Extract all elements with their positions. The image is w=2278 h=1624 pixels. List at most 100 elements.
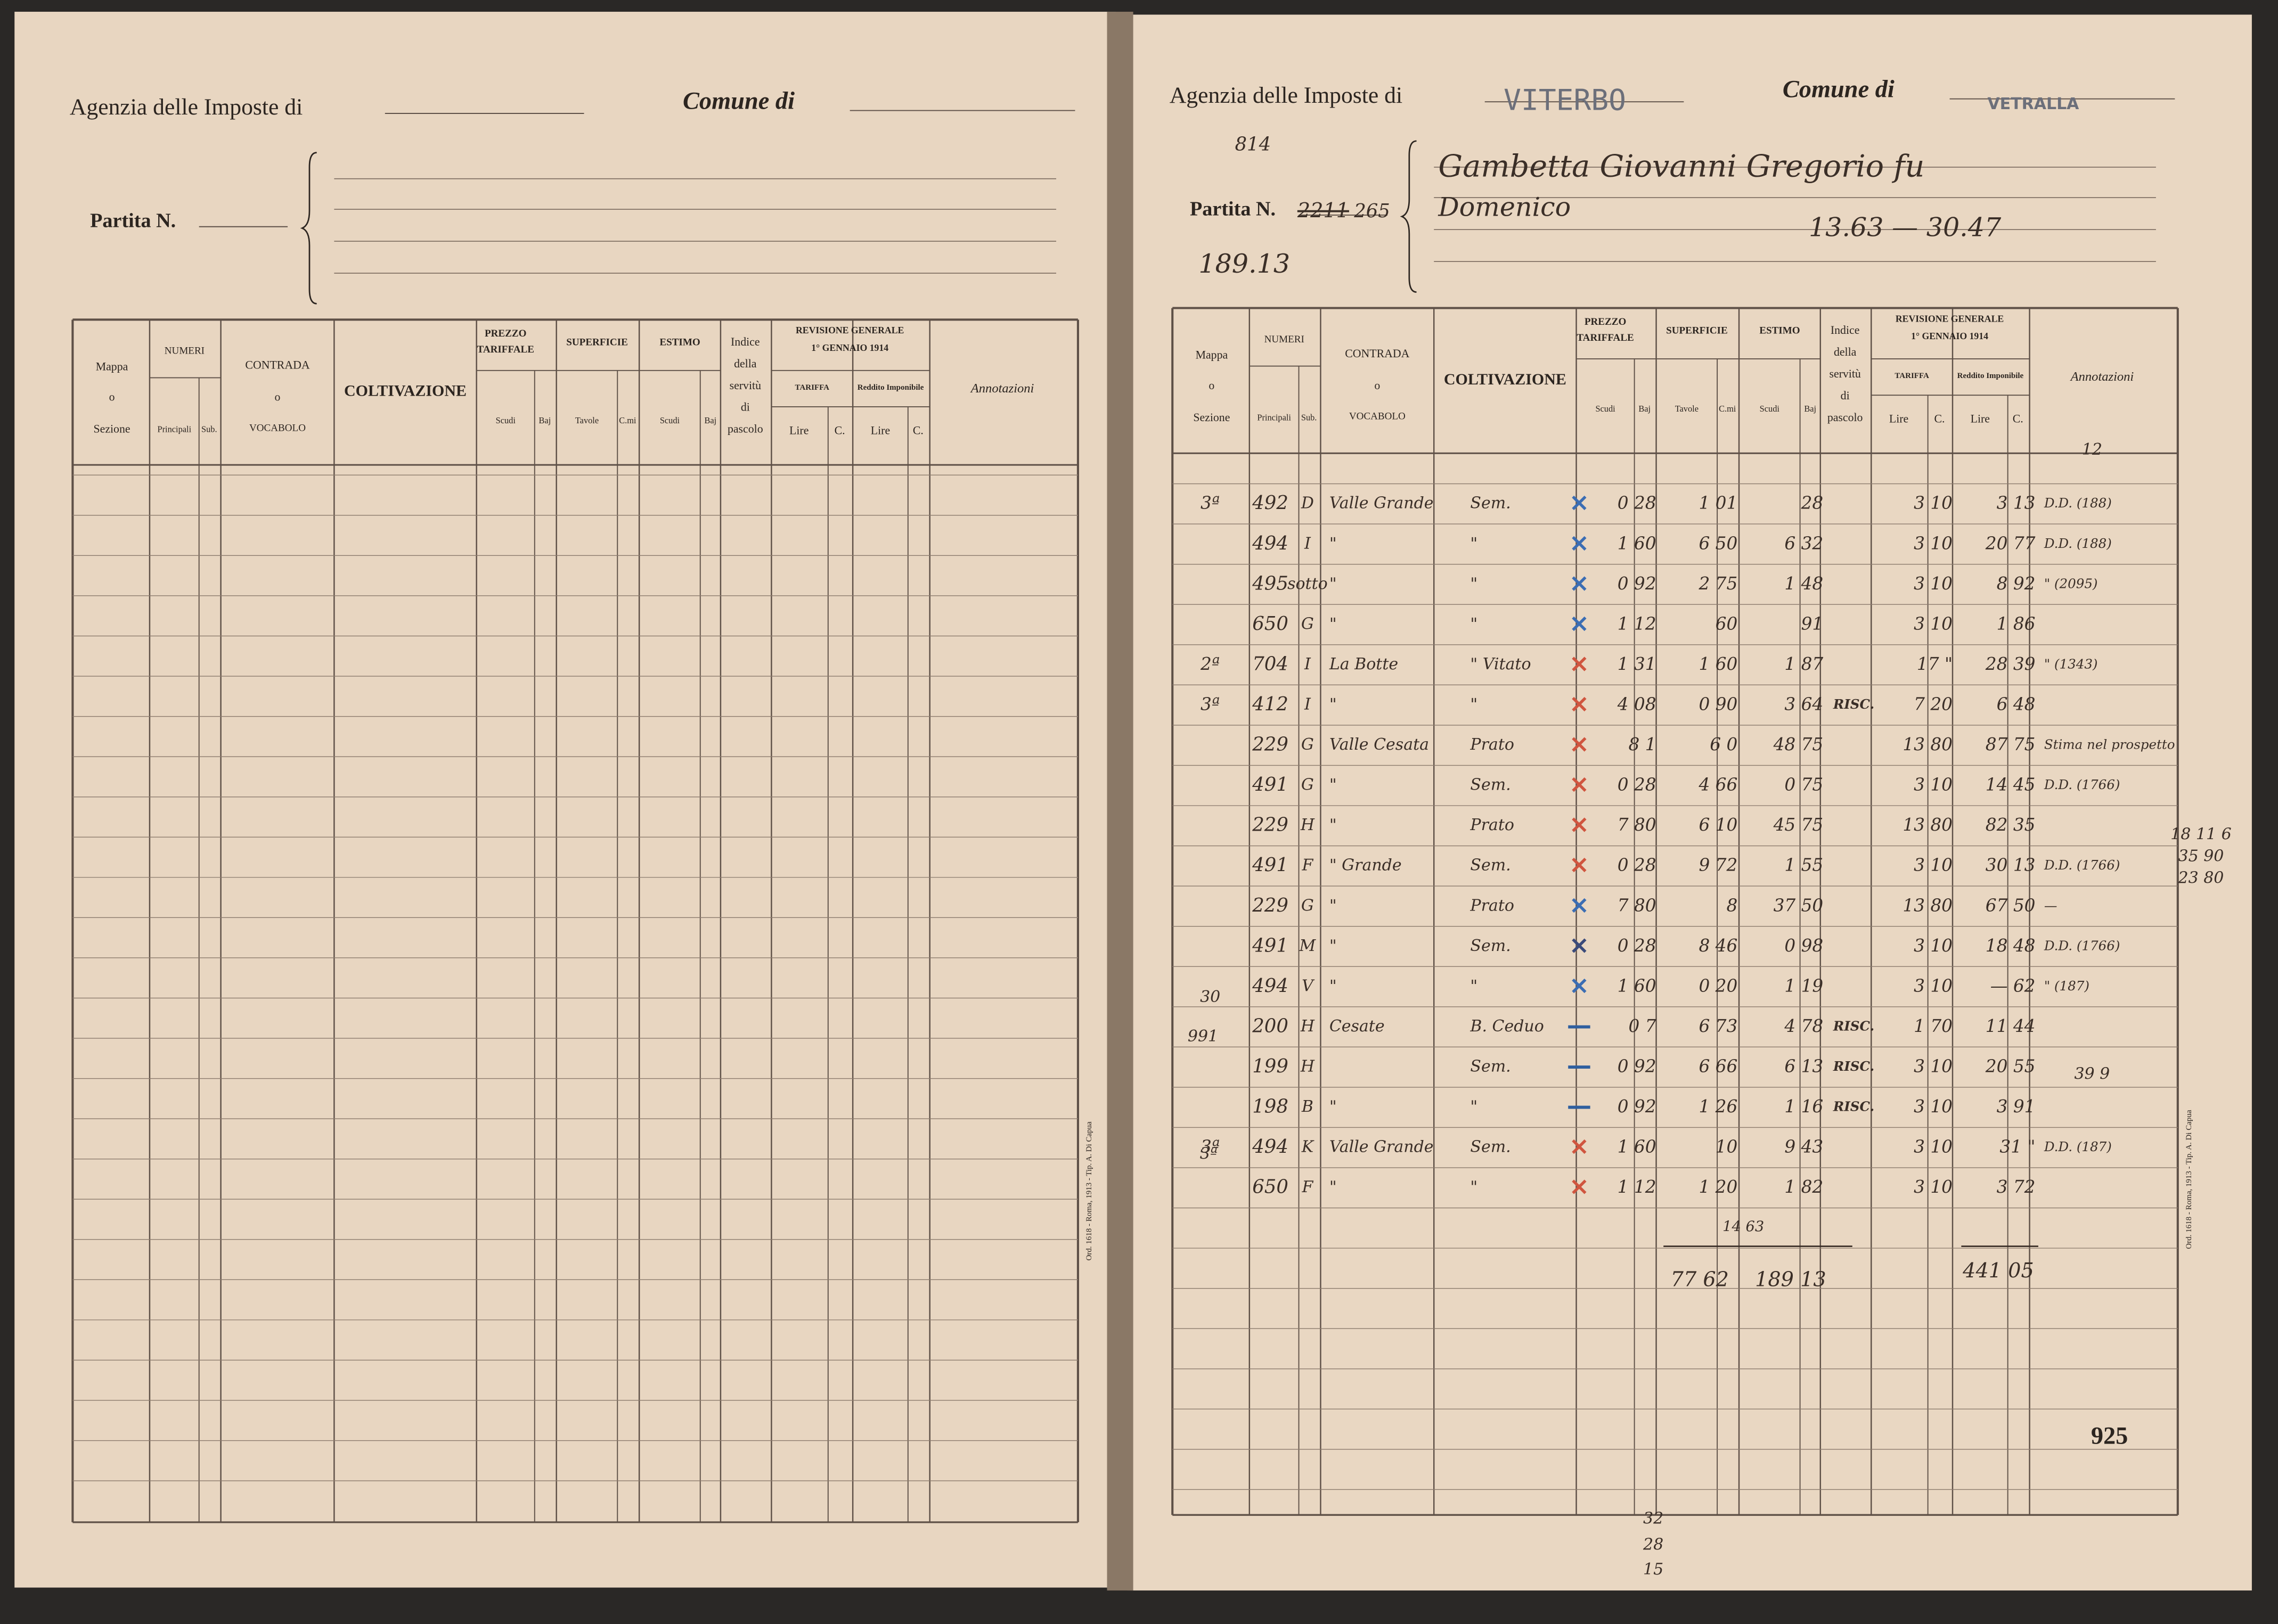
- entry: —: [2044, 898, 2057, 913]
- column-header: C.: [1934, 413, 1945, 425]
- entry: 3 10: [1914, 493, 1953, 513]
- entry: 18 48: [1986, 936, 2036, 956]
- entry: 3 64: [1784, 694, 1823, 715]
- entry: D.D. (1766): [2044, 857, 2120, 873]
- entry: ": [1470, 614, 1477, 633]
- column-header: Annotazioni: [970, 381, 1034, 396]
- partita-label: Partita N.: [1190, 198, 1276, 220]
- entry: F: [1301, 1178, 1313, 1196]
- column-header: TARIFFA: [795, 383, 830, 392]
- column-header: 1° GENNAIO 1914: [811, 342, 888, 353]
- entry: 2ª: [1200, 654, 1220, 674]
- column-header: C.mi: [619, 415, 636, 425]
- entry: 87 75: [1986, 734, 2036, 754]
- check-mark: ×: [1569, 649, 1590, 677]
- entry: 491: [1252, 934, 1288, 956]
- entry: D.D. (188): [2044, 536, 2112, 551]
- column-header: Principali: [1257, 413, 1291, 423]
- entry: 6 66: [1699, 1056, 1737, 1077]
- entry: Valle Cesata: [1329, 735, 1429, 754]
- risc-stamp: RISC.: [1833, 1018, 1874, 1034]
- margin-note: 991: [1188, 1027, 1218, 1046]
- column-header: C.: [2013, 413, 2023, 425]
- entry: 704: [1252, 653, 1288, 675]
- column-header: PREZZO: [1585, 316, 1626, 327]
- column-header: pascolo: [1827, 411, 1863, 424]
- margin-note: 23 80: [2177, 868, 2224, 887]
- ref-number: 814: [1235, 133, 1271, 155]
- entry: H: [1300, 816, 1315, 834]
- entry: 9 72: [1699, 855, 1737, 875]
- entry: 1 26: [1699, 1096, 1737, 1117]
- entry: 650: [1252, 1176, 1288, 1198]
- entry: 0 92: [1618, 573, 1656, 594]
- entry: 45 75: [1773, 815, 1824, 835]
- entry: 1 86: [1997, 613, 2036, 634]
- entry: — 62: [1990, 975, 2036, 996]
- entry: I: [1304, 695, 1311, 714]
- partita-struck: 2211: [1297, 199, 1349, 223]
- entry: Sem.: [1470, 1138, 1510, 1157]
- column-header: Scudi: [496, 415, 516, 425]
- entry: 7 20: [1914, 694, 1953, 715]
- entry: G: [1301, 896, 1314, 915]
- entry: 0 28: [1618, 493, 1656, 513]
- column-header: VOCABOLO: [1349, 411, 1406, 422]
- entry: 6 13: [1784, 1056, 1823, 1077]
- entry: " (187): [2044, 978, 2089, 994]
- entry: " (2095): [2044, 576, 2098, 591]
- entry: Cesate: [1329, 1017, 1385, 1036]
- column-header: Lire: [1889, 413, 1908, 425]
- column-header: Scudi: [1760, 404, 1780, 414]
- column-header: COLTIVAZIONE: [344, 382, 467, 400]
- column-header: Baj: [704, 415, 716, 425]
- entry: 6 48: [1997, 694, 2036, 715]
- entry: 0 7: [1629, 1016, 1656, 1036]
- entry: 1 48: [1784, 573, 1823, 594]
- column-header: o: [109, 391, 115, 404]
- entry: 28: [1801, 493, 1824, 513]
- column-header: C.: [835, 424, 845, 437]
- column-header: SUPERFICIE: [566, 337, 628, 348]
- entry: 8 46: [1699, 936, 1737, 956]
- entry: D.D. (1766): [2044, 938, 2120, 953]
- entry: 1 60: [1618, 1137, 1656, 1157]
- brace: [1400, 140, 1417, 293]
- entry: 0 90: [1699, 694, 1737, 715]
- entry: 0 92: [1618, 1096, 1656, 1117]
- column-header: Scudi: [660, 415, 680, 425]
- entry: 0 75: [1784, 775, 1823, 795]
- entry: 650: [1252, 613, 1288, 635]
- check-mark: ×: [1569, 689, 1590, 718]
- column-header: Sezione: [1193, 411, 1230, 424]
- entry: B. Ceduo: [1469, 1017, 1544, 1036]
- content: Agenzia delle Imposte di Comune di Partita…: [70, 76, 2232, 1579]
- entry: 91: [1801, 613, 1824, 634]
- printer-note: Ord. 1618 - Roma, 1913 - Tip. A. Di Capu…: [2185, 1110, 2193, 1249]
- column-header: Reddito Imponibile: [1957, 372, 2024, 380]
- entry: D.D. (188): [2044, 495, 2112, 511]
- column-header: Scudi: [1595, 404, 1615, 414]
- agency-name: VITERBO: [1504, 83, 1626, 117]
- entry: 13 80: [1903, 734, 1953, 754]
- margin-note: 32: [1643, 1509, 1663, 1528]
- check-mark: ×: [1569, 971, 1590, 999]
- check-mark: ×: [1569, 850, 1590, 879]
- entry: ": [1329, 816, 1337, 834]
- column-header: REVISIONE GENERALE: [796, 325, 904, 335]
- entry: M: [1299, 937, 1317, 955]
- column-header: Mappa: [96, 360, 128, 373]
- entry: 1 12: [1618, 1177, 1656, 1197]
- entry: G: [1301, 735, 1314, 754]
- entry: 495: [1252, 572, 1288, 594]
- agency-label: Agenzia delle Imposte di: [1170, 83, 1402, 108]
- column-header: servitù: [1829, 367, 1860, 380]
- entry: 1 31: [1618, 654, 1656, 674]
- entry: 491: [1252, 854, 1288, 876]
- comune-name: VETRALLA: [1987, 95, 2079, 113]
- entry: 3ª: [1201, 493, 1220, 513]
- entry: 198: [1252, 1096, 1288, 1118]
- entry: 0 28: [1618, 775, 1656, 795]
- entry: 4 08: [1617, 694, 1656, 715]
